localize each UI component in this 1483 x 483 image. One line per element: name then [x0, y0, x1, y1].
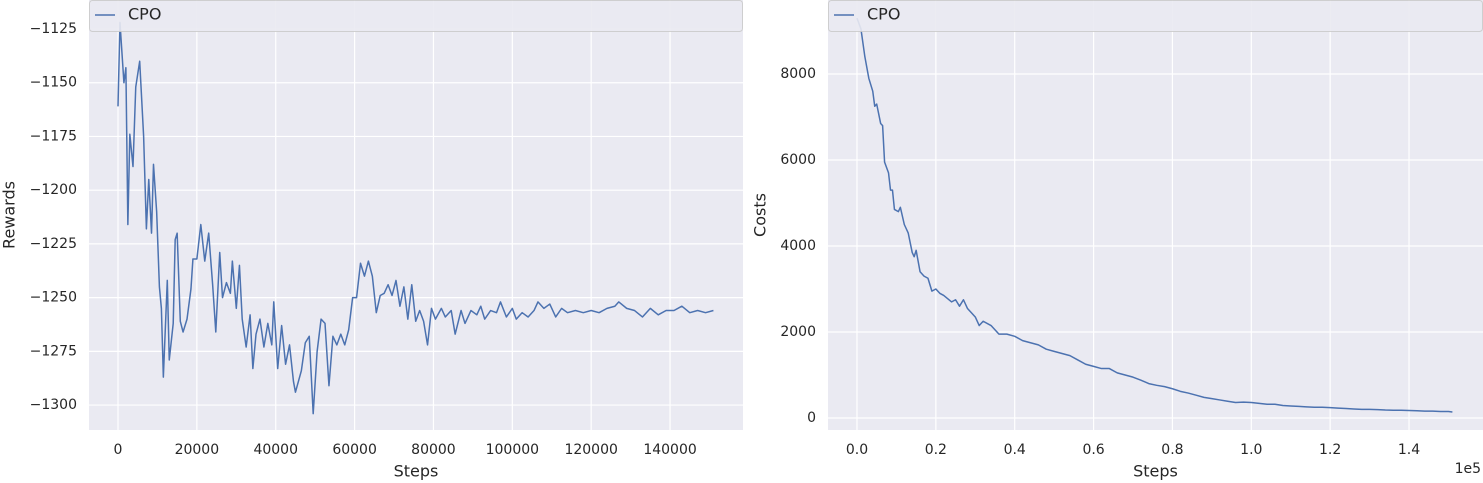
y-tick-label: −1200: [30, 182, 77, 198]
y-tick-label: 8000: [780, 66, 816, 82]
x-tick-label: 80000: [411, 442, 456, 458]
x-tick-label: 0.8: [1161, 442, 1183, 458]
y-tick-label: 2000: [780, 324, 816, 340]
data-line: [117, 21, 714, 415]
plot-area: [828, 0, 1483, 430]
x-tick-label: 140000: [643, 442, 696, 458]
x-tick-label: 0: [114, 442, 123, 458]
plot-area: [89, 0, 743, 430]
y-axis-label: Costs: [751, 193, 770, 237]
y-tick-label: −1150: [30, 75, 77, 91]
y-tick-label: 0: [807, 410, 816, 426]
x-tick-label: 0.4: [1004, 442, 1026, 458]
x-tick-label: 1.2: [1319, 442, 1341, 458]
legend-box: [89, 0, 743, 32]
y-tick-label: −1225: [30, 236, 77, 252]
legend-label: CPO: [128, 5, 161, 24]
x-offset-label: 1e5: [1455, 461, 1481, 477]
x-tick-label: 100000: [486, 442, 539, 458]
y-tick-label: 4000: [780, 238, 816, 254]
data-line: [856, 17, 1453, 413]
x-tick-label: 0.6: [1082, 442, 1104, 458]
x-tick-label: 40000: [253, 442, 298, 458]
legend-label: CPO: [867, 5, 900, 24]
y-axis-label: Rewards: [0, 181, 19, 249]
legend-box: [828, 0, 1483, 32]
x-axis-label: Steps: [1133, 462, 1178, 481]
x-tick-label: 0.0: [846, 442, 868, 458]
x-tick-label: 60000: [332, 442, 377, 458]
y-tick-label: 6000: [780, 152, 816, 168]
x-tick-label: 120000: [564, 442, 617, 458]
y-tick-label: −1250: [30, 290, 77, 306]
y-tick-label: −1175: [30, 128, 77, 144]
x-tick-label: 0.2: [925, 442, 947, 458]
x-tick-label: 1.0: [1240, 442, 1262, 458]
x-tick-label: 1.4: [1398, 442, 1420, 458]
x-tick-label: 20000: [175, 442, 220, 458]
y-tick-label: −1300: [30, 397, 77, 413]
x-axis-label: Steps: [394, 462, 439, 481]
y-tick-label: −1275: [30, 343, 77, 359]
y-tick-label: −1125: [30, 21, 77, 37]
